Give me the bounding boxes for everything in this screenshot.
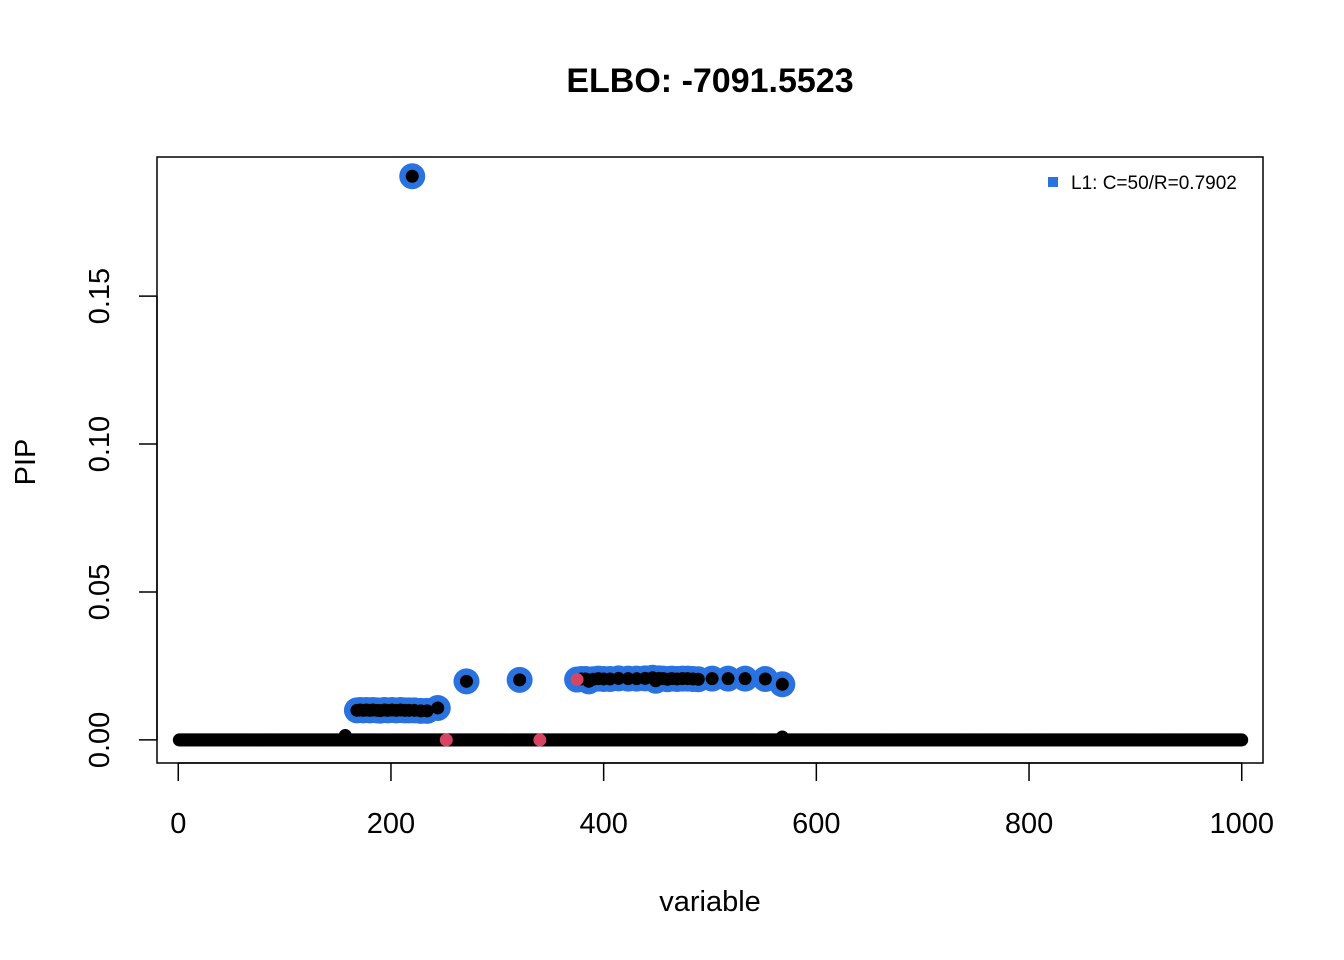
- baseline-point: [1235, 733, 1249, 747]
- x-tick-label: 0: [170, 808, 186, 840]
- variable-point: [775, 677, 789, 691]
- x-tick-label: 400: [579, 808, 627, 840]
- variable-point: [705, 672, 719, 686]
- x-tick-label: 800: [1005, 808, 1053, 840]
- variable-point: [738, 672, 752, 686]
- variable-point: [758, 672, 772, 686]
- variable-point: [775, 730, 789, 744]
- true-effect-points: [439, 673, 584, 747]
- chart-title: ELBO: -7091.5523: [566, 62, 853, 100]
- y-tick-label: 0.00: [84, 712, 116, 768]
- true-effect-point: [533, 733, 547, 747]
- variable-point: [691, 672, 705, 686]
- x-tick-label: 200: [367, 808, 415, 840]
- variable-point: [459, 674, 473, 688]
- legend-label: L1: C=50/R=0.7902: [1071, 173, 1237, 194]
- x-axis: 0 200 400 600 800 1000: [170, 762, 1274, 840]
- true-effect-point: [439, 733, 453, 747]
- true-effect-point: [570, 673, 584, 687]
- credible-set-rings: [343, 163, 796, 724]
- variable-point: [513, 673, 527, 687]
- y-tick-label: 0.15: [84, 268, 116, 324]
- x-tick-label: 600: [792, 808, 840, 840]
- variable-points: [338, 169, 789, 744]
- variable-point: [420, 704, 434, 718]
- legend: L1: C=50/R=0.7902: [1048, 173, 1237, 194]
- legend-swatch: [1048, 177, 1058, 187]
- y-tick-label: 0.10: [84, 416, 116, 472]
- variable-point: [431, 701, 445, 715]
- variable-point: [612, 671, 626, 685]
- x-tick-label: 1000: [1209, 808, 1274, 840]
- baseline-points: [172, 733, 1249, 747]
- variable-point: [338, 728, 352, 742]
- x-axis-label: variable: [659, 886, 761, 918]
- y-tick-label: 0.05: [84, 564, 116, 620]
- variable-point: [405, 169, 419, 183]
- y-axis: 0.00 0.05 0.10 0.15: [84, 268, 158, 768]
- variable-point: [721, 672, 735, 686]
- y-axis-label: PIP: [10, 439, 42, 486]
